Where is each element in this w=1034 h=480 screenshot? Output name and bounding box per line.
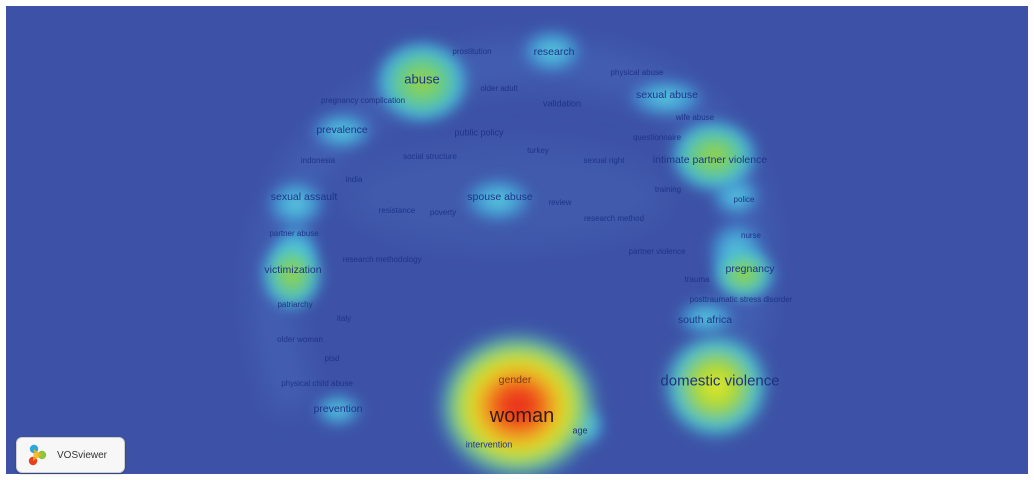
term-prevention[interactable]: prevention [313,402,363,415]
term-training[interactable]: training [654,185,682,194]
term-questionnaire[interactable]: questionnaire [632,133,682,142]
term-india[interactable]: india [345,175,363,184]
term-prevalence[interactable]: prevalence [316,123,368,136]
term-turkey[interactable]: turkey [527,146,549,155]
term-research[interactable]: research [533,45,575,58]
term-age[interactable]: age [572,425,588,436]
term-pregnancy-complication[interactable]: pregnancy complication [320,96,406,105]
term-older-adult[interactable]: older adult [480,84,518,93]
term-sexual-right[interactable]: sexual right [583,156,625,165]
term-public-policy[interactable]: public policy [454,127,504,138]
term-woman[interactable]: woman [489,405,555,427]
term-italy[interactable]: italy [336,314,352,323]
term-abuse[interactable]: abuse [404,71,440,87]
term-gender[interactable]: gender [498,373,532,386]
density-heat-layer [252,25,778,474]
term-physical-abuse[interactable]: physical abuse [610,68,664,77]
term-patriarchy[interactable]: patriarchy [277,300,313,309]
term-pregnancy[interactable]: pregnancy [725,262,775,275]
term-wife-abuse[interactable]: wife abuse [675,113,715,122]
term-police[interactable]: police [733,195,755,204]
term-indonesia[interactable]: indonesia [300,156,336,165]
term-posttraumatic-stress-disorder[interactable]: posttraumatic stress disorder [689,295,793,304]
term-sexual-abuse[interactable]: sexual abuse [636,88,698,101]
term-prostitution[interactable]: prostitution [452,47,492,56]
term-validation[interactable]: validation [542,98,582,109]
term-physical-child-abuse[interactable]: physical child abuse [281,379,353,388]
term-review[interactable]: review [548,198,572,207]
term-poverty[interactable]: poverty [429,208,457,217]
term-resistance[interactable]: resistance [378,206,416,215]
term-research-methodology[interactable]: research methodology [342,255,422,264]
term-spouse-abuse[interactable]: spouse abuse [467,190,533,203]
term-intimate-partner-violence[interactable]: intimate partner violence [652,153,768,166]
term-ptsd[interactable]: ptsd [324,354,340,363]
vosviewer-label: VOSviewer [57,449,108,461]
term-south-africa[interactable]: south africa [677,313,733,326]
term-domestic-violence[interactable]: domestic violence [660,372,780,390]
vosviewer-logo-icon [28,444,47,466]
vosviewer-logo-button[interactable]: VOSviewer [16,437,125,473]
density-map[interactable]: abuse prostitution research physical abu… [6,6,1028,474]
term-social-structure[interactable]: social structure [403,152,457,161]
term-older-woman[interactable]: older woman [277,335,323,344]
term-partner-abuse[interactable]: partner abuse [269,229,319,238]
term-sexual-assault[interactable]: sexual assault [270,190,338,203]
term-research-method[interactable]: research method [583,214,645,223]
term-intervention[interactable]: intervention [465,439,513,450]
term-victimization[interactable]: victimization [264,263,322,276]
term-partner-violence[interactable]: partner violence [628,247,686,256]
term-trauma[interactable]: trauma [684,275,710,284]
term-nurse[interactable]: nurse [740,231,762,240]
